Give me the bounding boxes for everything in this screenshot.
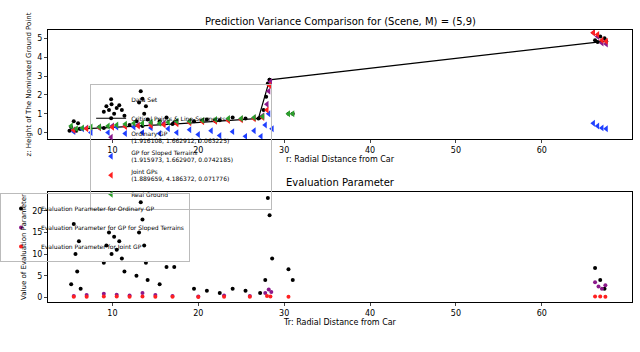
svg-text:5: 5 xyxy=(37,34,42,43)
svg-text:40: 40 xyxy=(365,146,375,155)
svg-text:2: 2 xyxy=(37,91,42,100)
svg-text:30: 30 xyxy=(279,309,289,318)
svg-text:60: 60 xyxy=(537,146,547,155)
svg-text:Evaluation Parameter for GP fo: Evaluation Parameter for GP for Sloped T… xyxy=(41,224,184,232)
svg-text:Value of Evaluation Parameter: Value of Evaluation Parameter xyxy=(20,194,28,300)
svg-text:r: Radial Distance from Car: r: Radial Distance from Car xyxy=(286,155,395,164)
svg-text:3: 3 xyxy=(37,72,42,81)
svg-text:1: 1 xyxy=(37,110,42,119)
svg-text:Prediction Variance Comparison: Prediction Variance Comparison for (Scen… xyxy=(205,16,476,27)
svg-text:60: 60 xyxy=(537,309,547,318)
svg-text:z: Height of The Nominated Gro: z: Height of The Nominated Ground Point xyxy=(25,12,33,156)
svg-text:GP for Sloped Terrains(1.91597: GP for Sloped Terrains(1.915973, 1.66290… xyxy=(131,149,233,164)
svg-text:Data Set: Data Set xyxy=(131,96,158,103)
svg-text:0: 0 xyxy=(37,128,42,137)
svg-text:10: 10 xyxy=(107,309,117,318)
svg-text:5: 5 xyxy=(37,271,42,280)
svg-text:Critical Points & Line-Segment: Critical Points & Line-Segments xyxy=(131,115,225,123)
svg-text:Evaluation Parameter: Evaluation Parameter xyxy=(286,177,395,188)
svg-text:30: 30 xyxy=(279,146,289,155)
svg-text:4: 4 xyxy=(37,53,42,62)
svg-text:Joint GPs(1.889659, 4.186372,: Joint GPs(1.889659, 4.186372, 0.071776) xyxy=(130,168,229,183)
svg-text:40: 40 xyxy=(365,309,375,318)
svg-text:Tr: Radial Distance from Car: Tr: Radial Distance from Car xyxy=(283,318,397,327)
svg-text:Ordinary GP(1.916108, 1.662912: Ordinary GP(1.916108, 1.662912, 0.063225… xyxy=(131,130,229,145)
svg-text:0: 0 xyxy=(37,293,42,302)
svg-text:50: 50 xyxy=(451,146,461,155)
svg-text:Evaluation Parameter for Ordin: Evaluation Parameter for Ordinary GP xyxy=(41,205,154,213)
svg-text:20: 20 xyxy=(193,309,203,318)
svg-text:Evaluation Parameter for Joint: Evaluation Parameter for Joint GP xyxy=(41,243,142,251)
svg-text:50: 50 xyxy=(451,309,461,318)
